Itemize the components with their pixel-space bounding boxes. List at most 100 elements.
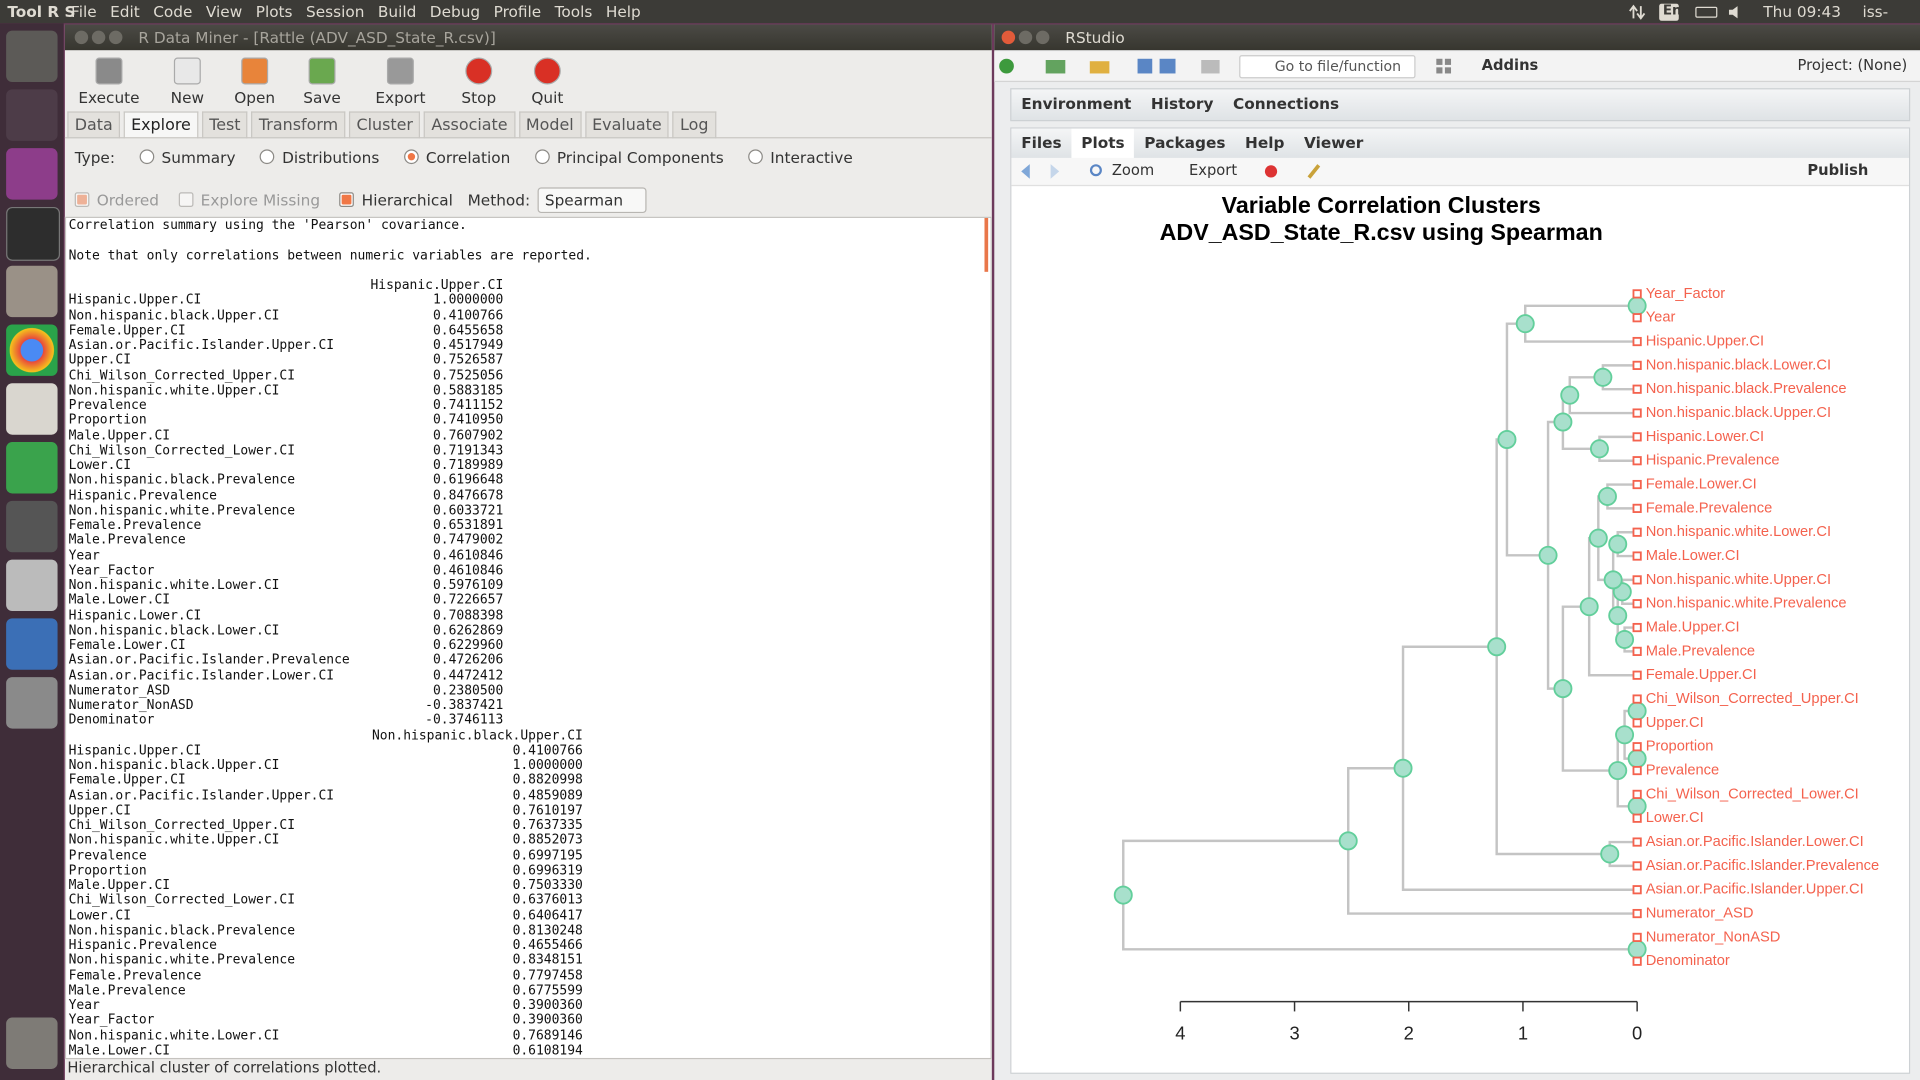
toolbar-button[interactable]: Save bbox=[288, 55, 357, 107]
menu-item[interactable]: File bbox=[71, 2, 97, 21]
zoom-button[interactable]: Zoom bbox=[1111, 161, 1155, 179]
launcher-calc[interactable] bbox=[6, 442, 58, 494]
pane-tab[interactable]: Help bbox=[1245, 133, 1285, 152]
launcher-camera[interactable] bbox=[6, 559, 58, 612]
launcher-calculator[interactable] bbox=[6, 500, 58, 553]
menu-item[interactable]: View bbox=[205, 2, 243, 21]
tab[interactable]: Data bbox=[67, 111, 121, 139]
indicator-icons bbox=[1629, 3, 1738, 21]
correlation-value: 0.7525056 bbox=[432, 367, 504, 383]
pane-tab[interactable]: Files bbox=[1021, 133, 1062, 152]
type-option[interactable]: Distributions bbox=[260, 148, 379, 167]
tab[interactable]: Test bbox=[201, 111, 248, 139]
radio bbox=[403, 149, 419, 165]
option[interactable]: Hierarchical bbox=[339, 191, 453, 209]
leaf-marker bbox=[1632, 956, 1642, 966]
launcher-r[interactable] bbox=[6, 618, 58, 670]
correlation-row: Female.Upper.CI 0.8820998 bbox=[69, 773, 583, 788]
leaf-label: Female.Lower.CI bbox=[1646, 476, 1757, 492]
tab[interactable]: Model bbox=[518, 111, 582, 139]
correlation-value: 0.6775599 bbox=[512, 982, 583, 998]
maximize-button[interactable] bbox=[108, 30, 123, 45]
correlation-row: Male.Upper.CI 0.7607902 bbox=[69, 428, 504, 443]
type-option[interactable]: Interactive bbox=[748, 148, 853, 167]
goto-box[interactable]: Go to file/function bbox=[1239, 55, 1416, 79]
clock[interactable]: Thu 09:43 bbox=[1763, 2, 1842, 21]
toolbar-icon bbox=[173, 57, 201, 85]
menu-item[interactable]: Build bbox=[377, 2, 417, 21]
toolbar-button[interactable]: Open bbox=[220, 55, 289, 107]
pane-tab[interactable]: Viewer bbox=[1304, 133, 1364, 152]
maximize-button[interactable] bbox=[1035, 30, 1050, 45]
keyboard-layout[interactable]: En bbox=[1662, 2, 1682, 19]
tab[interactable]: Associate bbox=[424, 111, 515, 139]
layout-icon[interactable] bbox=[1435, 58, 1452, 75]
launcher-help[interactable] bbox=[6, 677, 58, 729]
tab[interactable]: Transform bbox=[251, 111, 346, 139]
launcher-workspaces[interactable] bbox=[6, 89, 58, 141]
pane-tab[interactable]: Plots bbox=[1071, 128, 1135, 158]
project-menu[interactable]: Project: (None) bbox=[1797, 56, 1908, 74]
menu-item[interactable]: Edit bbox=[110, 2, 140, 21]
menu-item[interactable]: Code bbox=[153, 2, 193, 21]
menu-item[interactable]: Debug bbox=[429, 2, 481, 21]
pane-tab[interactable]: Environment bbox=[1021, 94, 1132, 113]
close-button[interactable] bbox=[74, 30, 89, 45]
dendrogram-plot: Variable Correlation Clusters ADV_ASD_St… bbox=[1113, 192, 1879, 1044]
correlation-row: Chi_Wilson_Corrected_Lower.CI 0.7191343 bbox=[69, 443, 504, 458]
launcher-terminal[interactable] bbox=[6, 206, 61, 261]
type-option-label: Principal Components bbox=[556, 148, 724, 167]
addins-menu[interactable]: Addins bbox=[1481, 56, 1539, 74]
type-option[interactable]: Summary bbox=[139, 148, 236, 167]
pane-tab[interactable]: Connections bbox=[1233, 94, 1340, 113]
tab[interactable]: Cluster bbox=[349, 111, 421, 139]
toolbar-button[interactable]: Stop bbox=[444, 55, 513, 107]
launcher-dash[interactable] bbox=[6, 30, 58, 83]
pane-tab[interactable]: Packages bbox=[1144, 133, 1226, 152]
correlation-value: 0.7637335 bbox=[512, 817, 583, 833]
leaf-marker bbox=[1632, 360, 1642, 370]
launcher-files[interactable] bbox=[6, 265, 58, 318]
close-button[interactable] bbox=[1001, 30, 1016, 45]
correlation-value: 0.6229960 bbox=[432, 637, 504, 653]
menu-item[interactable]: Help bbox=[605, 2, 641, 21]
type-option[interactable]: Principal Components bbox=[534, 148, 724, 167]
correlation-row: Male.Lower.CI 0.6108194 bbox=[69, 1043, 583, 1058]
type-option[interactable]: Correlation bbox=[403, 148, 510, 167]
launcher-editor[interactable] bbox=[6, 383, 58, 435]
export-button[interactable]: Export bbox=[1188, 161, 1238, 179]
launcher-trash[interactable] bbox=[6, 1017, 58, 1069]
nav-arrows[interactable] bbox=[1019, 163, 1105, 180]
toolbar-button[interactable]: Execute bbox=[75, 55, 144, 107]
minimize-button[interactable] bbox=[1018, 30, 1033, 45]
correlation-row: Male.Upper.CI 0.7503330 bbox=[69, 878, 583, 893]
toolbar-button[interactable]: Export bbox=[366, 55, 435, 107]
plot-action-icons[interactable] bbox=[1262, 163, 1323, 180]
tab[interactable]: Evaluate bbox=[584, 111, 669, 139]
method-combo[interactable]: Spearman bbox=[537, 187, 647, 214]
pane-tab[interactable]: History bbox=[1150, 94, 1214, 113]
menu-item[interactable]: Tools bbox=[554, 2, 593, 21]
correlation-row: Prevalence 0.6997195 bbox=[69, 848, 583, 863]
correlation-value: -0.3837421 bbox=[425, 697, 504, 713]
publish-button[interactable]: Publish bbox=[1807, 161, 1869, 179]
launcher-chrome[interactable] bbox=[6, 324, 58, 376]
leaf-label: Non.hispanic.black.Lower.CI bbox=[1646, 357, 1831, 373]
correlation-row: Chi_Wilson_Corrected_Upper.CI 0.7525056 bbox=[69, 368, 504, 383]
menu-item[interactable]: Plots bbox=[255, 2, 293, 21]
toolbar-button[interactable]: Quit bbox=[513, 55, 582, 107]
menu-item[interactable]: Profile bbox=[493, 2, 542, 21]
correlation-row: Lower.CI 0.7189989 bbox=[69, 458, 504, 473]
minimize-button[interactable] bbox=[91, 30, 106, 45]
tab[interactable]: Log bbox=[672, 111, 716, 139]
menu-item[interactable]: Session bbox=[306, 2, 365, 21]
launcher-app[interactable] bbox=[6, 148, 58, 200]
merge-node bbox=[1593, 367, 1613, 387]
correlation-value: 0.6996319 bbox=[512, 862, 583, 878]
leaf-label: Proportion bbox=[1646, 739, 1714, 755]
top-panel: Tool R S File Edit Code View Plots Session Bui… bbox=[0, 0, 1920, 39]
toolbar-button[interactable]: New bbox=[153, 55, 222, 107]
tab[interactable]: Explore bbox=[123, 111, 199, 139]
leaf-marker bbox=[1632, 599, 1642, 609]
